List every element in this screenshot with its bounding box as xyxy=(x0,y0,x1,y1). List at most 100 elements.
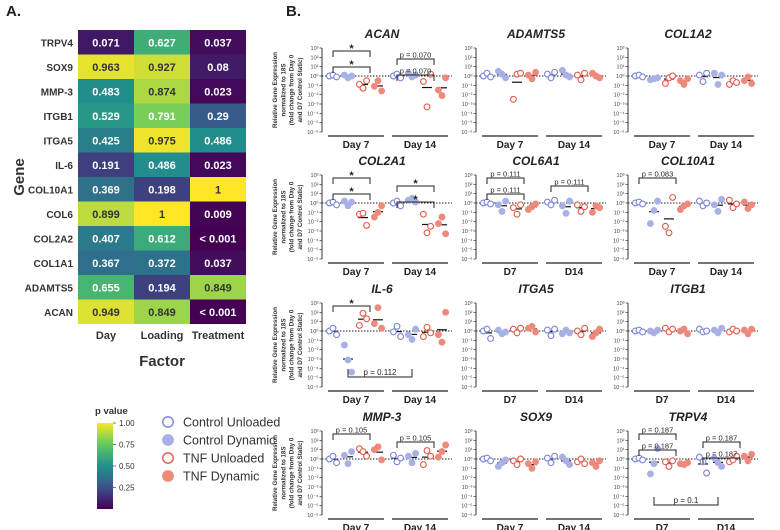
data-point xyxy=(423,323,431,331)
y-axis-title-line: (fold change from Day 0 xyxy=(289,437,296,508)
data-point xyxy=(434,331,442,339)
y-tick-label: 10² xyxy=(311,438,319,444)
data-point xyxy=(333,459,341,467)
row-label: ADAMTS5 xyxy=(25,283,74,294)
annotation-label: * xyxy=(349,43,354,55)
data-point xyxy=(748,80,756,87)
cell-value-label: < 0.001 xyxy=(199,307,236,319)
row-label: ACAN xyxy=(44,308,73,319)
timepoint-label: D7 xyxy=(656,523,669,530)
heatmap-cell xyxy=(78,177,134,202)
y-tick-label: 10⁰ xyxy=(464,73,473,80)
data-point xyxy=(408,335,416,343)
y-tick-label: 10⁻² xyxy=(614,476,625,482)
significance-bracket xyxy=(638,433,677,440)
data-point xyxy=(363,452,371,460)
data-point xyxy=(547,74,555,82)
y-tick-label: 10⁰ xyxy=(310,456,319,463)
data-point xyxy=(333,73,341,81)
y-tick-label: 10⁻⁴ xyxy=(461,110,473,117)
cell-value-label: 0.849 xyxy=(204,282,232,294)
heatmap-cell xyxy=(134,275,190,300)
annotation-label: * xyxy=(413,178,418,190)
data-point xyxy=(397,202,405,210)
row-label: COL10A1 xyxy=(28,185,73,196)
data-point xyxy=(562,209,570,217)
data-point xyxy=(596,74,604,82)
row-label: COL1A1 xyxy=(34,259,74,270)
data-point xyxy=(718,71,726,79)
data-point xyxy=(498,207,506,215)
cell-value-label: 0.194 xyxy=(148,282,176,294)
timepoint-label: D14 xyxy=(717,395,736,406)
data-point xyxy=(483,325,491,333)
significance-bracket xyxy=(486,193,525,200)
data-point xyxy=(547,332,555,340)
y-tick-label: 10⁻⁵ xyxy=(307,503,318,510)
data-point xyxy=(669,457,677,465)
timepoint-label: Day 7 xyxy=(649,140,676,151)
data-point xyxy=(487,200,495,208)
data-point xyxy=(423,103,431,111)
y-axis-title-line: Relative Gene Expression xyxy=(272,435,279,511)
row-label: IL-6 xyxy=(55,161,73,172)
y-tick-label: 10² xyxy=(465,310,473,316)
y-axis-title-line: (fold change from Day 0 xyxy=(289,309,296,380)
data-point xyxy=(442,230,450,238)
y-tick-label: 10⁻⁴ xyxy=(307,493,319,500)
significance-bracket xyxy=(638,177,677,184)
data-point xyxy=(654,197,662,205)
data-point xyxy=(404,452,412,460)
y-tick-label: 10⁻⁴ xyxy=(461,493,473,500)
heatmap-cell xyxy=(134,250,190,275)
subplot-il-6: IL-6 10³ 10² 10¹ 10⁰ 10⁻¹ 10⁻² 10⁻³ 10⁻⁴ 10⁻⁵ 10⁻⁶… xyxy=(307,282,452,406)
heatmap-cell xyxy=(190,250,246,275)
heatmap-cell xyxy=(134,152,190,177)
heatmap-cell xyxy=(190,128,246,153)
data-point xyxy=(596,325,604,333)
y-tick-label: 10¹ xyxy=(465,192,473,198)
cell-value-label: 0.483 xyxy=(92,86,120,98)
column-label: Loading xyxy=(141,330,184,342)
data-point xyxy=(748,325,756,333)
data-point xyxy=(714,80,722,88)
y-tick-label: 10⁰ xyxy=(464,456,473,463)
data-point xyxy=(744,457,752,465)
y-axis-title-line: normalized to 18S xyxy=(280,64,287,117)
y-axis-title: Relative Gene Expression normalized to 18… xyxy=(272,179,304,255)
colorbar-tick-label: 0.75 xyxy=(119,441,135,450)
data-point xyxy=(566,329,574,337)
heatmap-cell xyxy=(134,299,190,324)
y-tick-label: 10⁻² xyxy=(308,476,319,482)
row-label: COL2A2 xyxy=(34,234,74,245)
data-point xyxy=(340,341,348,349)
data-point xyxy=(502,328,510,336)
data-point xyxy=(581,203,589,211)
data-point xyxy=(363,315,371,323)
y-tick-label: 10⁻⁶ xyxy=(461,256,472,263)
data-point xyxy=(363,77,371,85)
gene-title: COL10A1 xyxy=(661,154,715,168)
y-tick-label: 10⁻¹ xyxy=(614,210,625,216)
data-point xyxy=(363,221,371,229)
data-point xyxy=(577,331,585,339)
timepoint-label: Day 14 xyxy=(404,523,437,530)
significance-bracket xyxy=(638,449,677,456)
timepoint-label: Day 14 xyxy=(710,140,743,151)
y-tick-label: 10³ xyxy=(617,301,625,307)
significance-bracket xyxy=(332,50,371,57)
data-point xyxy=(419,78,427,86)
data-point xyxy=(577,207,585,215)
row-label: ITGB1 xyxy=(44,112,74,123)
data-point xyxy=(509,95,517,103)
data-point xyxy=(714,329,722,337)
y-tick-label: 10⁻⁵ xyxy=(461,375,472,382)
annotation-label: * xyxy=(349,59,354,71)
data-point xyxy=(487,457,495,465)
significance-bracket xyxy=(396,74,435,81)
cell-value-label: 0.612 xyxy=(148,233,176,245)
data-point xyxy=(661,458,669,466)
cell-value-label: 0.486 xyxy=(204,135,232,147)
cell-value-label: 0.874 xyxy=(148,86,176,98)
row-label: TRPV4 xyxy=(41,38,74,49)
